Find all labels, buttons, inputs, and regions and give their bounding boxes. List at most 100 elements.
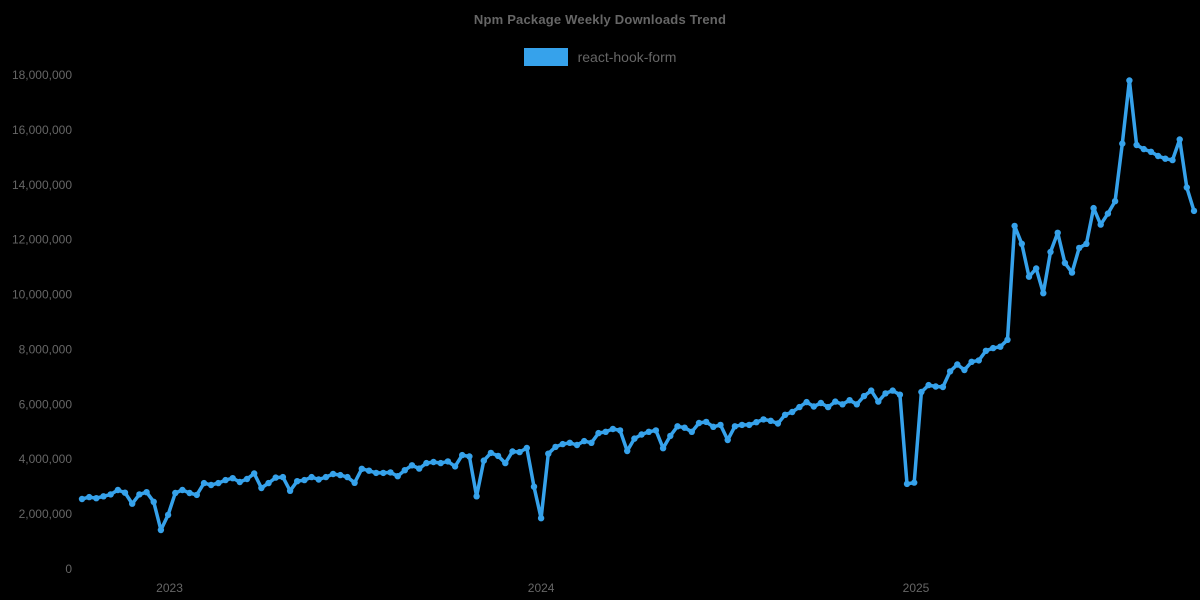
data-point-marker[interactable] (172, 489, 179, 497)
data-point-marker[interactable] (358, 465, 365, 472)
data-point-marker[interactable] (688, 428, 695, 435)
data-point-marker[interactable] (552, 443, 559, 451)
data-point-marker[interactable] (437, 459, 444, 467)
data-point-marker[interactable] (530, 483, 538, 490)
data-point-marker[interactable] (372, 469, 380, 477)
data-point-marker[interactable] (516, 448, 523, 456)
data-point-marker[interactable] (265, 479, 272, 487)
data-point-marker[interactable] (738, 421, 746, 429)
data-point-marker[interactable] (839, 401, 846, 408)
data-point-marker[interactable] (78, 495, 86, 503)
data-point-marker[interactable] (911, 479, 918, 486)
data-point-marker[interactable] (222, 476, 229, 484)
data-point-marker[interactable] (408, 462, 416, 469)
data-point-marker[interactable] (164, 511, 172, 519)
data-point-marker[interactable] (1162, 155, 1169, 162)
data-point-marker[interactable] (279, 473, 287, 481)
data-point-marker[interactable] (487, 449, 495, 457)
data-point-marker[interactable] (846, 397, 853, 404)
data-point-marker[interactable] (753, 419, 760, 426)
data-point-marker[interactable] (1040, 290, 1047, 297)
data-point-marker[interactable] (681, 424, 688, 431)
data-point-marker[interactable] (824, 403, 832, 411)
data-point-marker[interactable] (1119, 140, 1126, 147)
data-point-marker[interactable] (868, 387, 875, 394)
data-point-marker[interactable] (803, 398, 810, 406)
data-point-marker[interactable] (351, 479, 358, 486)
data-point-marker[interactable] (616, 427, 624, 434)
data-point-marker[interactable] (695, 419, 703, 427)
data-point-marker[interactable] (609, 425, 617, 433)
data-point-marker[interactable] (667, 432, 674, 440)
data-point-marker[interactable] (1183, 184, 1191, 191)
data-point-marker[interactable] (932, 383, 939, 390)
data-point-marker[interactable] (416, 465, 423, 472)
data-point-marker[interactable] (1097, 221, 1104, 228)
data-point-marker[interactable] (731, 423, 739, 430)
data-point-marker[interactable] (853, 401, 860, 408)
data-point-marker[interactable] (1176, 136, 1183, 143)
data-point-marker[interactable] (1011, 222, 1018, 230)
data-point-marker[interactable] (652, 427, 660, 434)
data-point-marker[interactable] (86, 493, 93, 501)
data-point-marker[interactable] (430, 458, 437, 466)
data-point-marker[interactable] (215, 479, 222, 487)
data-point-marker[interactable] (301, 476, 308, 484)
data-point-marker[interactable] (624, 447, 631, 455)
data-point-marker[interactable] (674, 423, 681, 430)
data-point-marker[interactable] (939, 383, 947, 391)
data-point-marker[interactable] (236, 478, 243, 486)
data-point-marker[interactable] (344, 473, 351, 481)
data-point-marker[interactable] (595, 429, 602, 437)
data-point-marker[interactable] (961, 366, 968, 374)
data-point-marker[interactable] (817, 399, 825, 407)
data-point-marker[interactable] (954, 361, 961, 368)
legend-item-react-hook-form[interactable]: react-hook-form (0, 48, 1200, 66)
data-point-marker[interactable] (509, 448, 516, 455)
data-point-marker[interactable] (193, 491, 200, 499)
data-point-marker[interactable] (659, 445, 667, 452)
data-point-marker[interactable] (1154, 152, 1162, 160)
data-point-marker[interactable] (1190, 207, 1198, 215)
data-point-marker[interactable] (107, 491, 114, 498)
data-point-marker[interactable] (760, 416, 767, 423)
data-point-marker[interactable] (315, 476, 322, 483)
data-point-marker[interactable] (473, 493, 480, 500)
data-point-marker[interactable] (982, 347, 990, 354)
data-point-marker[interactable] (401, 467, 408, 474)
data-point-marker[interactable] (889, 387, 896, 394)
data-point-marker[interactable] (860, 392, 868, 400)
data-point-marker[interactable] (559, 440, 566, 448)
data-point-marker[interactable] (1004, 336, 1011, 343)
data-point-marker[interactable] (573, 441, 581, 449)
data-point-marker[interactable] (100, 493, 107, 500)
data-point-marker[interactable] (545, 450, 552, 457)
data-point-marker[interactable] (243, 475, 251, 483)
data-point-marker[interactable] (329, 470, 337, 478)
data-point-marker[interactable] (645, 428, 652, 435)
data-point-marker[interactable] (1104, 210, 1112, 217)
data-point-marker[interactable] (997, 343, 1004, 350)
data-point-marker[interactable] (796, 403, 803, 411)
data-point-marker[interactable] (1061, 259, 1069, 267)
data-point-marker[interactable] (207, 481, 215, 489)
data-point-marker[interactable] (896, 391, 904, 398)
data-point-marker[interactable] (136, 491, 143, 498)
data-point-marker[interactable] (286, 487, 294, 494)
data-point-marker[interactable] (875, 398, 882, 405)
data-point-marker[interactable] (946, 368, 954, 375)
data-point-marker[interactable] (537, 515, 545, 522)
data-point-marker[interactable] (1025, 273, 1033, 280)
data-point-marker[interactable] (121, 489, 129, 496)
data-point-marker[interactable] (1047, 248, 1054, 256)
data-point-marker[interactable] (1111, 198, 1119, 205)
data-point-marker[interactable] (975, 357, 982, 364)
data-point-marker[interactable] (724, 436, 731, 444)
data-point-marker[interactable] (480, 457, 487, 464)
data-point-marker[interactable] (581, 437, 588, 445)
data-point-marker[interactable] (1068, 269, 1076, 276)
data-point-marker[interactable] (1076, 244, 1083, 252)
data-point-marker[interactable] (717, 421, 724, 429)
data-point-marker[interactable] (918, 388, 925, 396)
data-point-marker[interactable] (810, 403, 817, 410)
